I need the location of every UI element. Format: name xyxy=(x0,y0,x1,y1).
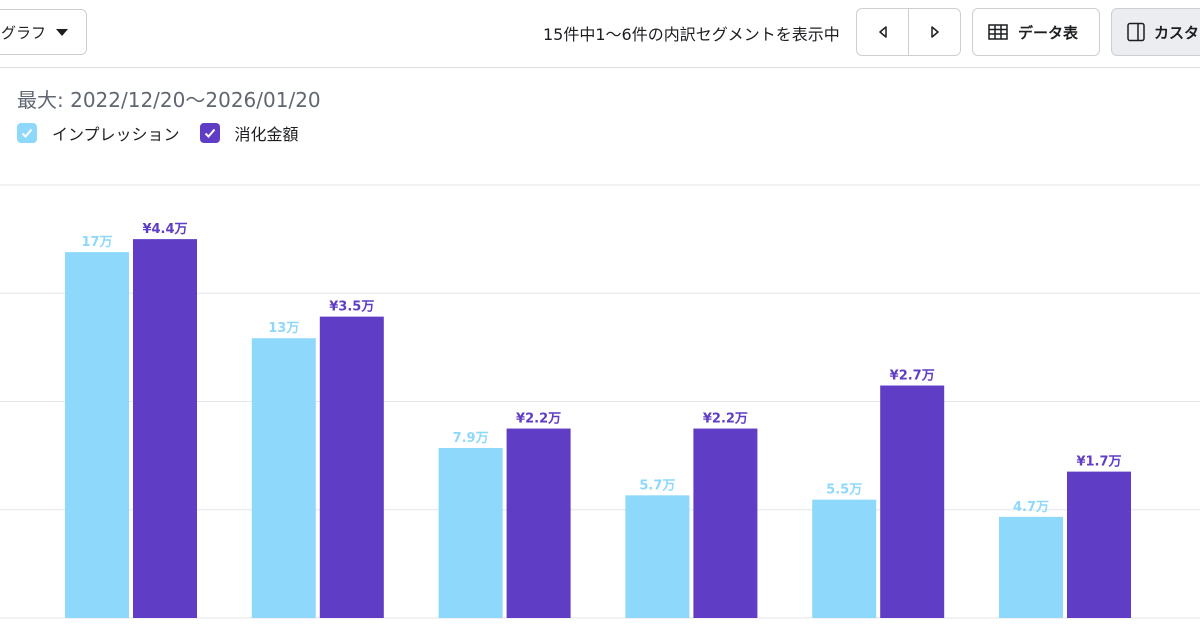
legend-item-spend[interactable]: 消化金額 xyxy=(199,121,299,145)
legend-checkbox-spend[interactable] xyxy=(199,123,220,143)
bar-impressions-2[interactable] xyxy=(251,338,316,618)
legend-label-impressions: インプレッション xyxy=(52,125,180,144)
data-label-impressions-1: 17万 xyxy=(81,235,112,250)
triangle-right-icon xyxy=(930,26,939,38)
bar-impressions-5[interactable] xyxy=(812,499,877,618)
triangle-left-icon xyxy=(878,26,887,38)
data-label-spend-6: ¥1.7万 xyxy=(1076,455,1121,470)
data-label-impressions-6: 4.7万 xyxy=(1013,500,1049,515)
data-label-spend-4: ¥2.2万 xyxy=(703,412,748,427)
table-icon xyxy=(988,24,1008,40)
bar-impressions-3[interactable] xyxy=(438,447,503,618)
bar-impressions-6[interactable] xyxy=(999,516,1063,618)
bar-spend-3[interactable] xyxy=(506,428,571,618)
data-label-impressions-2: 13万 xyxy=(268,321,299,336)
segment-count-text: 15件中1〜6件の内訳セグメントを表示中 xyxy=(543,25,840,44)
data-table-label: データ表 xyxy=(1018,23,1079,42)
customize-button[interactable]: カスタ xyxy=(1111,8,1200,56)
caret-down-icon xyxy=(56,28,68,36)
date-range: 最大: 2022/12/20〜2026/01/20 xyxy=(17,88,321,112)
bar-impressions-4[interactable] xyxy=(625,495,690,618)
chart-type-dropdown[interactable]: グラフ xyxy=(0,9,87,55)
chart-type-label: グラフ xyxy=(1,23,47,42)
data-label-spend-5: ¥2.7万 xyxy=(890,369,935,384)
next-page-button[interactable] xyxy=(908,9,960,55)
checkmark-icon xyxy=(21,128,33,138)
data-label-spend-3: ¥2.2万 xyxy=(516,412,561,427)
bar-spend-5[interactable] xyxy=(880,385,945,618)
bar-impressions-1[interactable] xyxy=(65,252,129,618)
data-label-impressions-4: 5.7万 xyxy=(639,478,675,493)
customize-label: カスタ xyxy=(1154,23,1200,42)
bar-chart: 17万 13万 7.9万 5.7万 5.5万 4.7万 ¥4.4万 ¥3.5万 ¥2.2万 ¥2.… xyxy=(0,184,1200,619)
legend-label-spend: 消化金額 xyxy=(234,125,299,144)
legend-checkbox-impressions[interactable] xyxy=(17,123,37,143)
bar-spend-4[interactable] xyxy=(693,428,758,618)
panel-icon xyxy=(1127,22,1145,42)
bar-spend-2[interactable] xyxy=(319,316,384,618)
pagination-control xyxy=(856,8,961,56)
data-label-spend-2: ¥3.5万 xyxy=(329,300,374,315)
chart-toolbar: グラフ 15件中1〜6件の内訳セグメントを表示中 データ表 カスタ xyxy=(0,0,1200,68)
data-label-impressions-5: 5.5万 xyxy=(826,483,862,498)
data-label-impressions-3: 7.9万 xyxy=(453,431,489,446)
data-table-button[interactable]: データ表 xyxy=(972,8,1100,56)
chart-legend: インプレッション 消化金額 xyxy=(17,121,319,145)
prev-page-button[interactable] xyxy=(857,9,908,55)
checkmark-icon xyxy=(204,128,215,138)
data-label-spend-1: ¥4.4万 xyxy=(142,222,187,237)
bar-spend-6[interactable] xyxy=(1067,471,1131,618)
legend-item-impressions[interactable]: インプレッション xyxy=(17,121,180,145)
bar-spend-1[interactable] xyxy=(133,239,197,618)
